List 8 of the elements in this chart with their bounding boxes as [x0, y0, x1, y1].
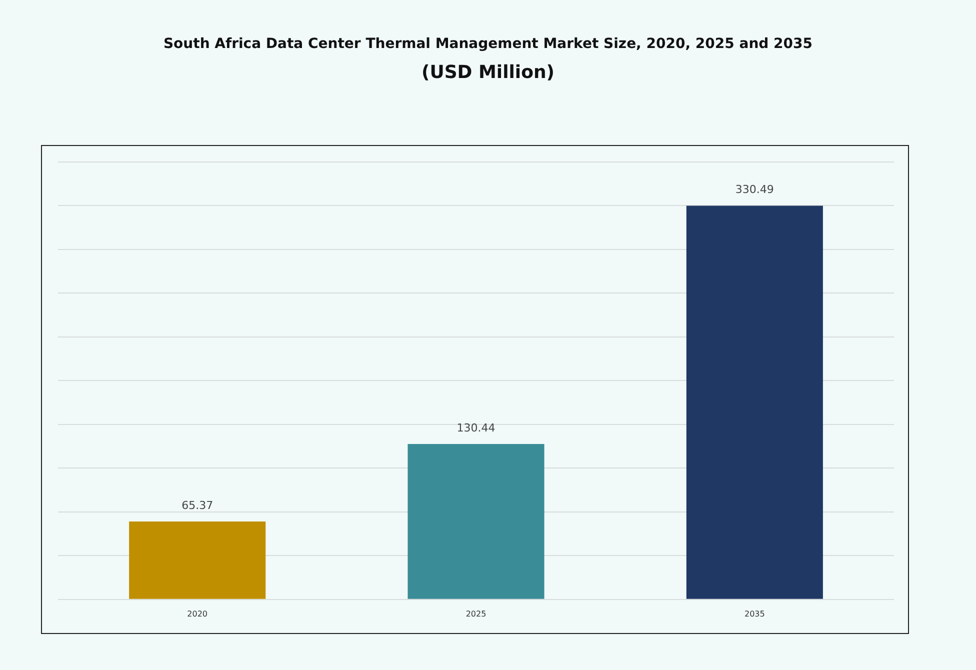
data-label: 65.37	[182, 498, 214, 512]
x-tick-label: 2025	[466, 609, 486, 618]
x-tick-label: 2020	[187, 609, 208, 618]
data-label: 330.49	[735, 183, 774, 196]
data-label: 130.44	[456, 421, 496, 434]
chart-title: South Africa Data Center Thermal Management Market Size, 2020, 2025 and 2035	[162, 36, 814, 52]
x-tick-label: 2035	[744, 609, 765, 618]
chart-subtitle: (USD Million)	[420, 62, 556, 83]
